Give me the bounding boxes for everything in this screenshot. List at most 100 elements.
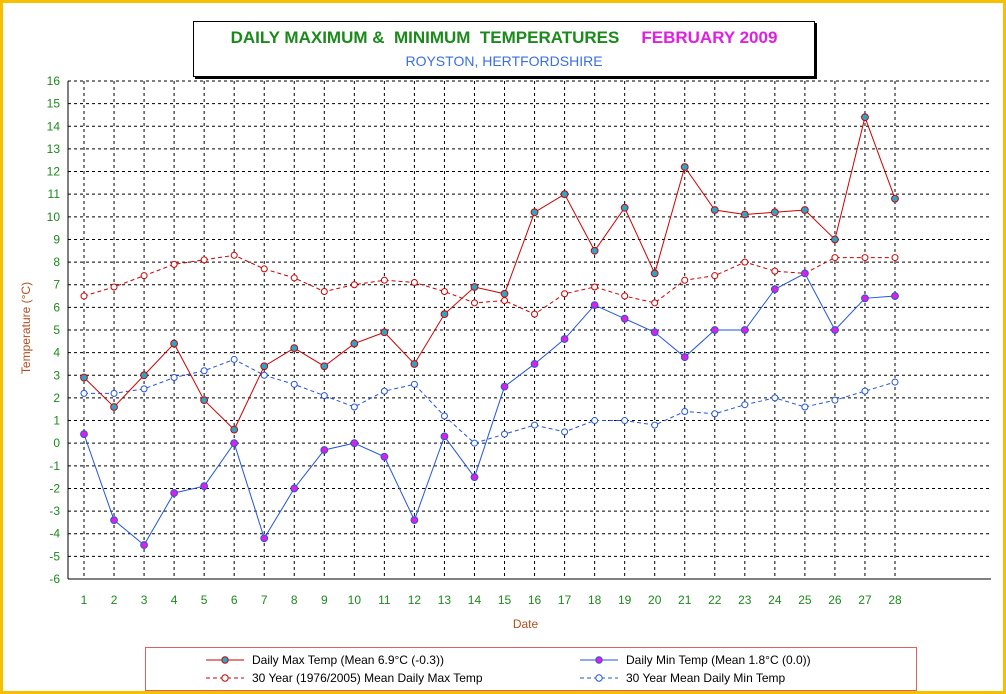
y-tick-label: 14: [47, 119, 61, 133]
chart-title: DAILY MAXIMUM & MINIMUM TEMPERATURES FEBR…: [194, 28, 814, 48]
series-point-3: [801, 403, 809, 411]
series-point-1: [590, 301, 599, 310]
x-tick-label: 27: [858, 593, 872, 607]
series-point-1: [140, 541, 148, 549]
y-tick-label: 13: [47, 142, 61, 156]
legend-swatch: [206, 656, 244, 664]
series-point-3: [771, 394, 779, 402]
series-point-2: [470, 299, 478, 307]
series-point-2: [831, 254, 839, 262]
series-point-1: [710, 326, 719, 334]
x-tick-label: 10: [348, 593, 362, 607]
series-line-3: [84, 358, 896, 444]
series-point-1: [891, 292, 899, 300]
series-point-1: [380, 452, 389, 461]
y-tick-label: 9: [53, 232, 60, 246]
x-tick-label: 14: [468, 593, 482, 607]
series-point-3: [80, 389, 88, 397]
series-point-2: [501, 297, 509, 305]
y-tick-label: 12: [47, 165, 61, 179]
series-point-3: [470, 439, 478, 447]
y-tick-label: 16: [47, 74, 61, 88]
series-point-0: [800, 206, 809, 214]
x-tick-label: 22: [708, 593, 722, 607]
y-tick-label: 11: [48, 187, 61, 201]
series-point-0: [260, 362, 269, 371]
series-point-2: [561, 290, 569, 298]
series-point-1: [320, 446, 329, 454]
series-point-2: [140, 272, 148, 280]
series-point-3: [741, 401, 749, 409]
series-point-0: [200, 396, 209, 405]
series-point-2: [350, 281, 358, 289]
series-point-1: [290, 484, 299, 493]
series-point-3: [591, 417, 599, 425]
series-point-0: [500, 289, 509, 298]
series-point-2: [681, 276, 689, 284]
series-line-2: [83, 254, 895, 315]
series-point-1: [861, 294, 869, 303]
series-point-2: [380, 276, 388, 284]
legend-label: Daily Min Temp (Mean 1.8°C (0.0)): [626, 653, 811, 667]
series-point-2: [531, 310, 539, 318]
series-point-0: [650, 269, 659, 278]
series-point-3: [861, 387, 869, 395]
series-point-1: [500, 382, 509, 391]
series-point-3: [561, 428, 569, 436]
x-tick-label: 5: [201, 593, 208, 607]
series-point-1: [831, 326, 839, 334]
series-point-1: [410, 516, 419, 525]
series-point-0: [590, 246, 599, 255]
series-point-2: [200, 256, 208, 264]
chart-title-month: FEBRUARY 2009: [641, 28, 778, 47]
legend-swatch-marker: [221, 656, 229, 664]
series-point-1: [440, 432, 449, 441]
series-point-1: [200, 482, 209, 491]
series-point-0: [861, 113, 869, 122]
x-tick-label: 13: [438, 593, 452, 607]
y-tick-label: 0: [53, 436, 60, 450]
y-tick-label: -5: [49, 549, 60, 563]
y-tick-label: -1: [49, 459, 60, 473]
series-point-1: [560, 335, 569, 343]
series-point-0: [530, 208, 539, 217]
series-point-3: [440, 412, 448, 420]
series-point-3: [531, 421, 539, 429]
x-tick-label: 6: [231, 593, 238, 607]
y-tick-label: 8: [53, 255, 60, 269]
series-point-3: [831, 396, 839, 404]
legend-label: 30 Year (1976/2005) Mean Daily Max Temp: [252, 671, 483, 685]
series-point-3: [290, 380, 298, 388]
series-point-0: [290, 344, 299, 353]
series-point-0: [740, 210, 749, 219]
series-point-2: [771, 267, 779, 275]
series-point-1: [170, 489, 179, 497]
series-point-0: [80, 373, 88, 382]
series-point-2: [80, 292, 88, 300]
series-point-0: [680, 163, 689, 171]
series-point-2: [320, 288, 328, 296]
series-point-0: [320, 362, 329, 371]
series-point-3: [410, 380, 418, 388]
series-point-3: [501, 430, 509, 438]
x-tick-label: 23: [738, 593, 752, 607]
x-tick-label: 24: [768, 593, 782, 607]
legend-swatch-marker: [595, 674, 603, 682]
y-tick-label: 4: [53, 346, 60, 360]
series-point-0: [620, 203, 629, 212]
x-tick-label: 16: [528, 593, 542, 607]
series-point-0: [140, 371, 148, 380]
series-point-2: [621, 292, 629, 300]
series-point-0: [440, 310, 449, 319]
y-tick-label: -2: [49, 481, 60, 495]
series-point-0: [410, 360, 419, 368]
series-point-1: [80, 430, 88, 439]
y-tick-label: 15: [47, 97, 61, 111]
legend-item: 30 Year (1976/2005) Mean Daily Max Temp: [204, 670, 564, 686]
series-point-3: [891, 378, 899, 386]
series-point-3: [200, 367, 208, 375]
series-point-1: [350, 439, 359, 448]
legend-swatch: [206, 674, 244, 682]
series-point-2: [741, 258, 749, 266]
x-tick-label: 8: [291, 593, 298, 607]
